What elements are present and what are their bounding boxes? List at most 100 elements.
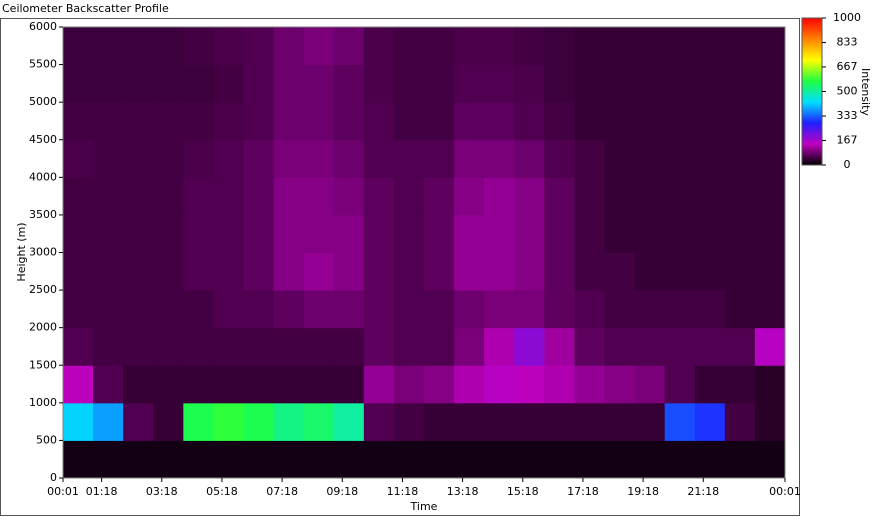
heat-cell	[454, 327, 485, 366]
heat-cell	[604, 440, 636, 479]
heat-cell	[604, 177, 636, 216]
heat-cell	[393, 214, 425, 253]
heat-cell	[454, 402, 485, 441]
y-tick-label: 3000	[29, 246, 57, 259]
y-axis-label: Height (m)	[15, 222, 28, 281]
heat-cell	[393, 327, 425, 366]
colorbar-tick-label: 1000	[833, 11, 861, 24]
heat-cell	[724, 214, 756, 253]
heat-cell	[484, 214, 515, 253]
heat-cell	[153, 440, 184, 479]
y-tick-label: 1500	[29, 358, 57, 371]
heat-cell	[694, 64, 726, 103]
heat-cell	[243, 290, 275, 329]
x-axis-label: Time	[410, 500, 438, 513]
heat-cell	[213, 290, 244, 329]
heat-cell	[63, 102, 94, 141]
heat-cell	[574, 365, 605, 404]
heat-cell	[454, 365, 485, 404]
heat-cell	[243, 139, 275, 178]
heat-cell	[484, 402, 515, 441]
heat-cell	[574, 327, 605, 366]
heat-cell	[514, 327, 545, 366]
heat-cell	[454, 64, 485, 103]
x-tick-label: 13:18	[447, 485, 479, 498]
heat-cell	[484, 365, 515, 404]
heat-cell	[363, 327, 395, 366]
heat-cell	[393, 177, 425, 216]
heat-cell	[694, 102, 726, 141]
heat-cell	[93, 27, 124, 66]
heat-cell	[694, 365, 726, 404]
heat-cell	[333, 139, 365, 178]
heat-cell	[574, 139, 605, 178]
heat-cell	[664, 365, 696, 404]
heat-cell	[574, 402, 605, 441]
heat-cell	[153, 27, 184, 66]
y-tick-label: 6000	[29, 20, 57, 33]
heat-cell	[424, 365, 455, 404]
x-tick-label: 09:18	[326, 485, 358, 498]
x-tick-label: 17:18	[567, 485, 599, 498]
heat-cell	[183, 27, 214, 66]
heat-cell	[213, 102, 244, 141]
heat-cell	[333, 177, 365, 216]
heat-cell	[604, 27, 636, 66]
heat-cell	[243, 27, 275, 66]
heat-cell	[213, 27, 244, 66]
heat-cell	[514, 440, 545, 479]
heat-cell	[93, 402, 124, 441]
heat-cell	[694, 252, 726, 291]
heat-cell	[93, 290, 124, 329]
heat-cell	[363, 252, 395, 291]
heat-cell	[514, 214, 545, 253]
heat-cell	[183, 252, 214, 291]
heat-cell	[724, 252, 756, 291]
heat-cell	[273, 214, 305, 253]
heat-cell	[544, 177, 575, 216]
heat-cell	[333, 64, 365, 103]
heat-cell	[694, 327, 726, 366]
heat-cell	[664, 177, 696, 216]
x-tick-label: 15:18	[507, 485, 539, 498]
heat-cell	[424, 177, 455, 216]
heat-cell	[63, 252, 94, 291]
heat-cell	[333, 290, 365, 329]
heat-cell	[213, 64, 244, 103]
heat-cell	[664, 440, 696, 479]
heat-cell	[454, 290, 485, 329]
heat-cell	[273, 102, 305, 141]
heat-cell	[724, 27, 756, 66]
x-tick-label: 00:01	[47, 485, 79, 498]
heat-cell	[213, 365, 244, 404]
heat-cell	[273, 440, 305, 479]
heat-cell	[424, 252, 455, 291]
heat-cell	[213, 177, 244, 216]
heat-cell	[694, 402, 726, 441]
heat-cell	[243, 64, 275, 103]
heat-cell	[634, 402, 666, 441]
heat-cell	[303, 365, 335, 404]
heat-cell	[273, 27, 305, 66]
heat-cell	[454, 214, 485, 253]
heat-cell	[484, 102, 515, 141]
heat-cell	[63, 290, 94, 329]
heat-cell	[393, 102, 425, 141]
heat-cell	[724, 64, 756, 103]
heat-cell	[93, 327, 124, 366]
x-tick-label: 11:18	[387, 485, 419, 498]
heat-cell	[544, 139, 575, 178]
heat-cell	[63, 139, 94, 178]
heat-cell	[123, 252, 154, 291]
heat-cell	[424, 327, 455, 366]
heat-cell	[273, 64, 305, 103]
heat-cell	[273, 327, 305, 366]
heat-cell	[544, 102, 575, 141]
heat-cell	[123, 64, 154, 103]
heat-cell	[634, 64, 666, 103]
heat-cell	[63, 327, 94, 366]
heat-cell	[123, 365, 154, 404]
heat-cell	[754, 139, 786, 178]
heat-cell	[544, 64, 575, 103]
heat-cell	[363, 290, 395, 329]
